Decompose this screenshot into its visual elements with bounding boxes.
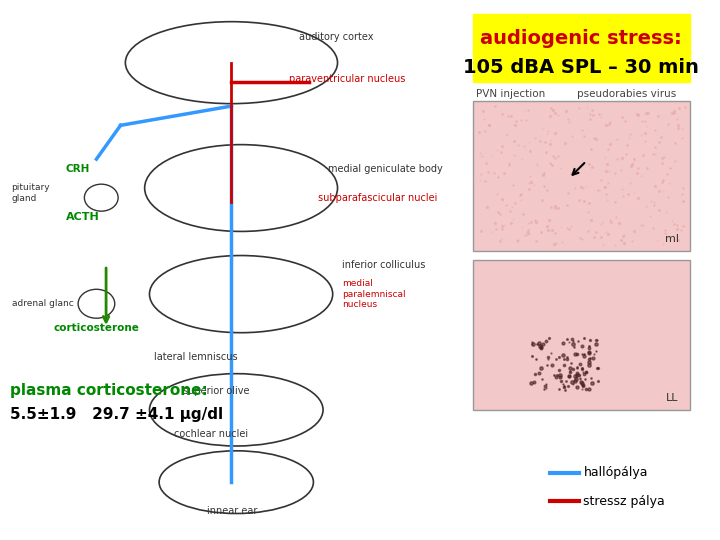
Text: innear ear: innear ear [207,506,258,516]
Text: medial geniculate body: medial geniculate body [328,164,443,174]
Text: medial
paralemniscal
nucleus: medial paralemniscal nucleus [342,279,406,309]
Text: ml: ml [665,234,679,244]
Ellipse shape [84,184,118,211]
Text: pituitary
gland: pituitary gland [12,183,50,202]
Text: superior olive: superior olive [183,386,250,395]
Text: lateral lemniscus: lateral lemniscus [154,352,238,362]
Text: hallópálya: hallópálya [583,466,648,479]
FancyBboxPatch shape [472,15,690,82]
Ellipse shape [150,374,323,446]
Text: CRH: CRH [66,164,90,174]
Text: ACTH: ACTH [66,212,99,222]
Text: corticosterone: corticosterone [53,323,139,333]
Text: subparafascicular nuclei: subparafascicular nuclei [318,193,438,202]
Ellipse shape [125,22,338,104]
Text: auditory cortex: auditory cortex [299,32,374,42]
Text: pseudorabies virus: pseudorabies virus [577,90,677,99]
Text: cochlear nuclei: cochlear nuclei [174,429,248,439]
Text: LL: LL [666,393,678,403]
Text: 5.5±1.9   29.7 ±4.1 μg/dl: 5.5±1.9 29.7 ±4.1 μg/dl [9,407,222,422]
Ellipse shape [145,145,338,232]
Bar [472,101,690,251]
Text: 105 dBA SPL – 30 min: 105 dBA SPL – 30 min [463,58,699,77]
Text: audiogenic stress:: audiogenic stress: [480,29,682,48]
Text: stressz pálya: stressz pálya [583,495,665,508]
Ellipse shape [159,451,313,514]
Text: plasma corticosterone:: plasma corticosterone: [9,383,207,398]
Bar [472,260,690,410]
Ellipse shape [78,289,114,318]
Text: PVN injection: PVN injection [477,90,546,99]
Text: inferior colliculus: inferior colliculus [342,260,426,270]
Ellipse shape [150,255,333,333]
Text: adrenal glanc: adrenal glanc [12,299,73,308]
Text: paraventricular nucleus: paraventricular nucleus [289,74,405,84]
